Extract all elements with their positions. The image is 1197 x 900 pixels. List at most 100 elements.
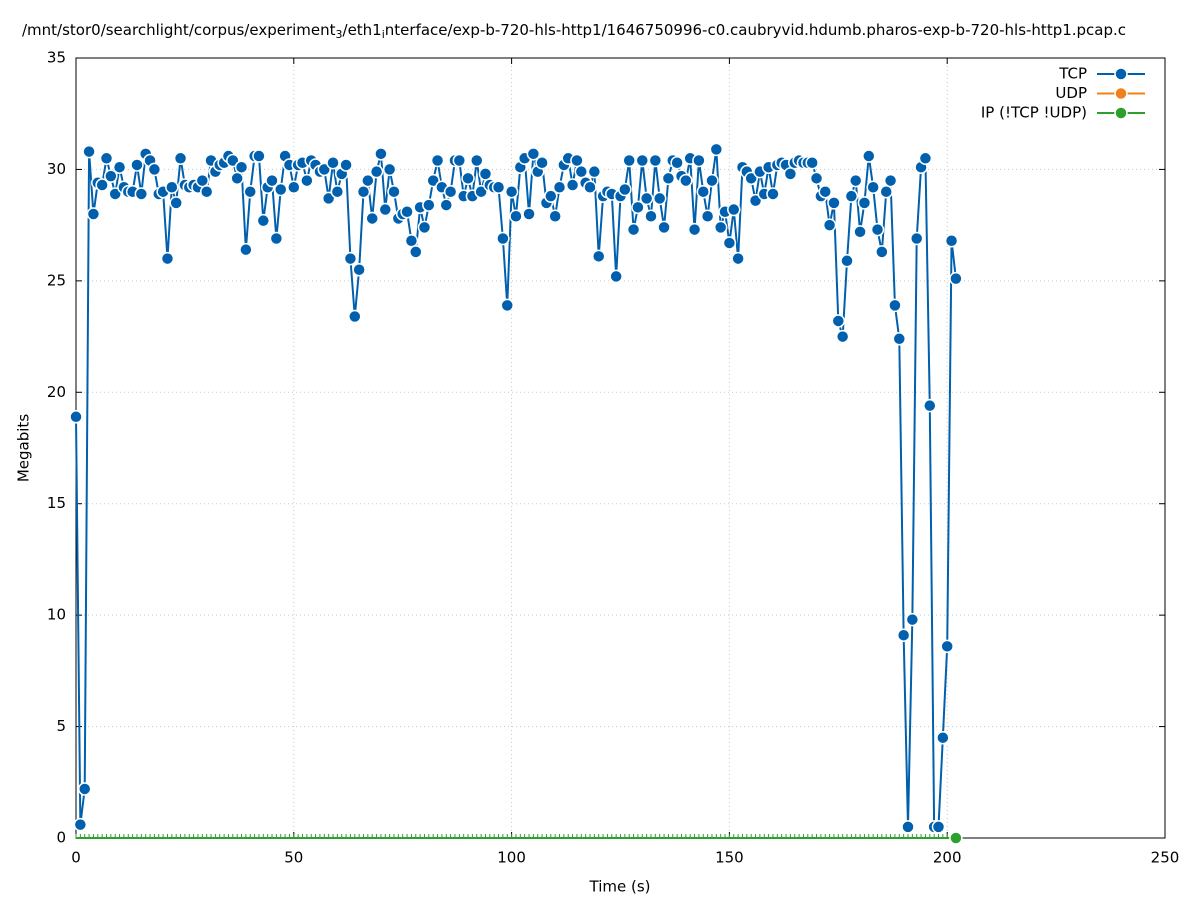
point [661,171,676,186]
point [809,171,824,186]
point [918,151,933,166]
point [321,191,336,206]
title-subscript: 3 [336,28,343,41]
point [931,820,946,834]
point [901,820,915,834]
y-tick-label: 30 [47,160,66,178]
point [692,153,706,168]
legend-label: TCP [1058,65,1087,83]
x-tick-label: 200 [933,849,962,867]
y-tick-label: 20 [47,383,66,401]
point [199,184,214,199]
point [544,189,558,203]
point [230,171,244,186]
point [731,251,745,266]
point [500,298,514,313]
point [631,200,645,215]
point [748,193,763,208]
point [300,173,314,188]
point [949,271,963,286]
point [77,782,92,796]
point [783,167,798,181]
point [535,155,549,170]
legend-swatch [1114,67,1128,81]
point [574,164,589,179]
point [443,184,458,199]
point [470,153,484,168]
point [587,164,602,179]
point [352,262,366,277]
point [404,233,419,248]
point [687,222,702,237]
point [422,198,436,212]
point [853,225,867,239]
legend-swatch [1114,86,1128,101]
point [639,191,654,206]
point [644,209,658,223]
point [400,205,414,219]
x-tick-label: 0 [71,849,81,867]
point [679,173,693,188]
y-tick-label: 35 [47,49,66,67]
point [591,249,606,264]
point [626,222,641,237]
point [265,173,279,188]
point [343,251,358,266]
point [609,269,623,284]
point [239,242,253,257]
point [583,180,597,195]
point [269,231,284,246]
point [713,220,728,235]
point [95,178,109,192]
point [727,202,741,217]
point [840,254,854,268]
point [648,153,663,168]
y-tick-label: 5 [56,717,66,735]
point [940,639,954,654]
point [862,149,876,163]
point [670,155,684,170]
point [696,184,711,199]
point [452,153,467,168]
point [509,209,523,223]
point [409,245,423,259]
point [474,184,488,199]
point [570,153,584,168]
point [744,171,758,186]
point [234,160,249,174]
point [857,196,872,210]
point [169,196,183,210]
point [361,173,375,188]
point [430,153,445,168]
point [844,189,859,203]
title-part: nterface/exp-b-720-hls-http1/1646750996-… [385,21,1126,39]
y-tick-label: 15 [47,494,66,512]
point [173,151,188,166]
point [818,184,832,199]
point [709,142,724,157]
point [99,151,114,166]
point [104,169,118,183]
point [909,231,924,246]
point [356,184,371,199]
legend-swatch [1114,106,1128,120]
point [827,196,841,210]
point [618,182,632,197]
point [522,207,536,221]
point [944,233,959,248]
point [387,184,401,199]
point [369,164,384,179]
point [478,167,493,181]
point [848,173,863,188]
chart-title: /mnt/stor0/searchlight/corpus/experiment… [22,21,1126,42]
y-axis-label: Megabits [15,414,33,482]
point [134,187,149,201]
point [657,220,671,235]
point [831,314,846,328]
point [378,202,393,217]
point [905,612,920,627]
point [382,162,397,177]
y-tick-label: 10 [47,606,66,624]
point [195,173,210,188]
